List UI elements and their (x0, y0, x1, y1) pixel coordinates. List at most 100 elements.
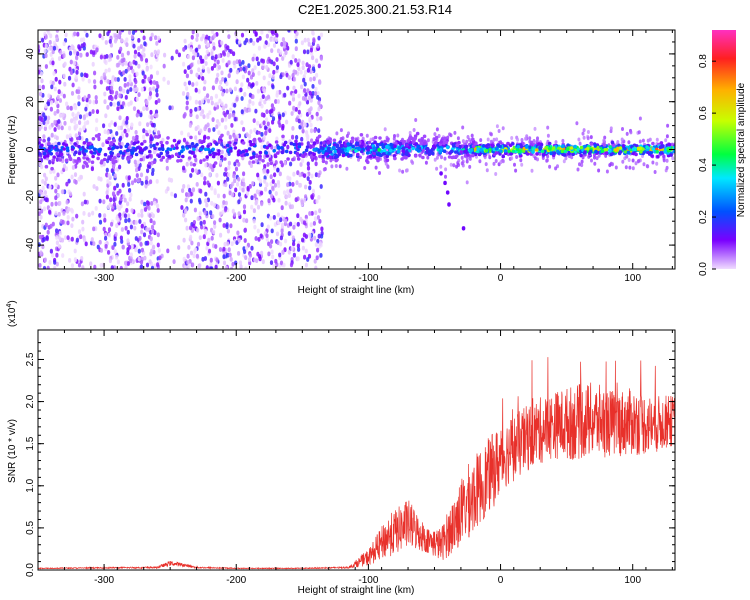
spectrogram-point (191, 187, 195, 193)
spectrogram-point (88, 145, 93, 150)
spectrogram-point (564, 156, 568, 161)
spectrogram-point (155, 81, 159, 86)
spectrogram-point (71, 112, 75, 117)
spectrogram-point (210, 66, 214, 71)
spectrogram-point (241, 141, 246, 145)
spectrogram-point (194, 168, 198, 174)
spectrogram-point (61, 189, 65, 195)
spectrogram-point (89, 261, 93, 267)
spectrogram-point (417, 138, 422, 143)
spectrogram-point (153, 127, 157, 133)
spectrogram-point (328, 137, 333, 141)
spectrogram-point (435, 127, 439, 132)
spectrogram-point (220, 70, 224, 76)
spectrogram-point (666, 123, 670, 128)
spectrogram-point (389, 142, 393, 147)
spectrogram-point (222, 254, 226, 260)
spectrogram-point (203, 210, 207, 216)
spectrogram-point (203, 147, 208, 152)
spectrogram-point (272, 149, 277, 153)
spectrogram-point (218, 217, 222, 223)
spectrogram-point (385, 154, 390, 159)
spectrogram-point (91, 61, 95, 67)
bottom-xtick-label: 100 (624, 575, 641, 586)
spectrogram-point (159, 151, 163, 156)
spectrogram-point (57, 56, 62, 61)
spectrogram-point (516, 145, 521, 149)
spectrogram-point (140, 199, 144, 205)
spectrogram-point (214, 79, 218, 85)
spectrogram-point (306, 68, 310, 73)
spectrogram-point (244, 245, 249, 251)
spectrogram-point (292, 241, 296, 247)
spectrogram-point (220, 117, 224, 123)
spectrogram-point (589, 142, 594, 146)
spectrogram-point (287, 75, 291, 80)
spectrogram-point (189, 69, 193, 75)
spectrogram-point (302, 77, 306, 83)
spectrogram-point (81, 76, 85, 82)
spectrogram-point (137, 159, 141, 165)
spectrogram-point (102, 226, 106, 232)
spectrogram-point (91, 109, 95, 114)
spectrogram-point (223, 112, 227, 118)
spectrogram-point (291, 182, 295, 187)
spectrogram-point (560, 149, 565, 153)
spectrogram-point (39, 214, 43, 220)
spectrogram-point (182, 212, 186, 218)
spectrogram-point (48, 40, 52, 45)
spectrogram-point (243, 238, 247, 243)
spectrogram-point (107, 173, 111, 178)
spectrogram-point (335, 131, 339, 136)
spectrogram-point (118, 150, 123, 155)
spectrogram-point (244, 255, 248, 260)
spectrogram-point (207, 248, 212, 254)
spectrogram-point (302, 49, 307, 55)
spectrogram-point (134, 247, 138, 253)
spectrogram-point (435, 166, 439, 171)
spectrogram-point (115, 145, 120, 150)
top-xtick-label: -300 (94, 273, 114, 284)
spectrogram-point (194, 48, 198, 54)
spectrogram-point (227, 34, 231, 39)
spectrogram-point (148, 91, 153, 96)
spectrogram-point (103, 152, 108, 157)
spectrogram-point (74, 115, 78, 121)
spectrogram-point (586, 136, 590, 141)
spectrogram-point (663, 150, 667, 154)
spectrogram-point (181, 188, 185, 194)
spectrogram-point (265, 65, 269, 70)
spectrogram-point (223, 207, 227, 213)
spectrogram-point (535, 138, 539, 143)
spectrogram-point (248, 92, 252, 98)
spectrogram-point (51, 252, 55, 258)
spectrogram-point (55, 228, 59, 234)
spectrogram-point (297, 118, 301, 124)
spectrogram-point (345, 134, 349, 138)
spectrogram-point (575, 121, 579, 126)
spectrogram-point (207, 127, 211, 133)
spectrogram-point (320, 233, 324, 239)
spectrogram-point (671, 156, 675, 161)
spectrogram-point (534, 148, 539, 152)
spectrogram-point (321, 159, 326, 164)
spectrogram-point (289, 141, 294, 146)
spectrogram-point (232, 60, 236, 66)
spectrogram-point (533, 126, 537, 131)
spectrogram-point (160, 143, 165, 148)
spectrogram-point (372, 151, 377, 156)
spectrogram-point (125, 120, 129, 125)
spectrogram-point (200, 36, 204, 42)
spectrogram-point (194, 135, 198, 141)
spectrogram-point (219, 160, 223, 165)
spectrogram-point (312, 76, 316, 82)
spectrogram-point (102, 161, 106, 167)
spectrogram-point (157, 248, 161, 253)
spectrogram-point (150, 201, 154, 206)
spectrogram-point (309, 122, 313, 128)
spectrogram-point (465, 180, 469, 185)
spectrogram-point (197, 89, 201, 94)
spectrogram-point (53, 119, 57, 125)
spectrogram-point (279, 217, 283, 223)
spectrogram-point (68, 66, 72, 72)
